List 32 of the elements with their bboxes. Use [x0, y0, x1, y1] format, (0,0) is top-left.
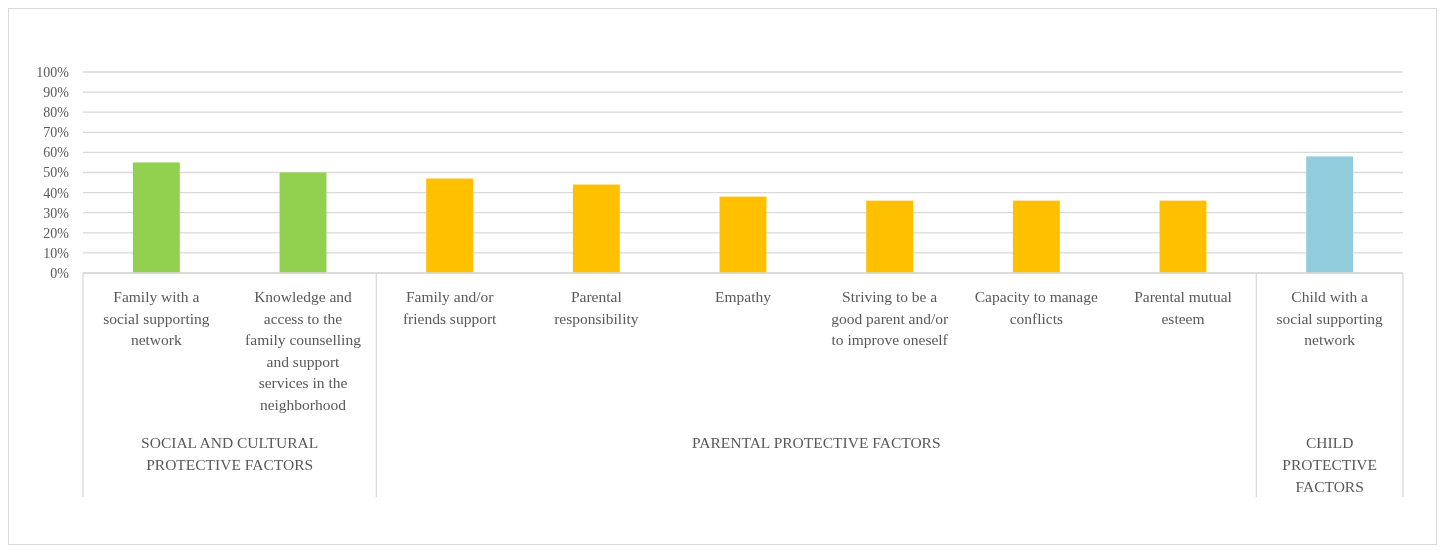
- text: PARENTAL PROTECTIVE FACTORS: [692, 434, 941, 451]
- x-tick-label: Striving to be a good parent and/or to improve oneself: [831, 288, 950, 348]
- bar: [866, 200, 914, 273]
- bar: [1012, 200, 1060, 273]
- bar: [572, 184, 620, 273]
- bar: [279, 172, 327, 273]
- text: CHILD PROTECTIVE FACTORS: [1282, 434, 1378, 495]
- bar: [426, 178, 474, 273]
- y-tick-label: 10%: [43, 245, 70, 261]
- x-tick-label: Child with a social supporting network: [1276, 288, 1384, 348]
- x-tick-label: Knowledge and access to the family counselling and support services in the neighborhood: [245, 288, 362, 413]
- y-tick-label: 20%: [43, 225, 70, 241]
- y-tick-label: 0%: [50, 265, 70, 281]
- bar: [132, 162, 180, 273]
- bar: [719, 196, 767, 273]
- y-tick-label: 30%: [43, 205, 70, 221]
- y-tick-label: 40%: [43, 185, 70, 201]
- x-tick-label: Capacity to manage conflicts: [974, 288, 1098, 327]
- x-tick-label: Family with a social supporting network: [103, 288, 210, 348]
- y-tick-label: 100%: [36, 64, 70, 80]
- bar: [1159, 200, 1207, 273]
- bar: [1306, 156, 1354, 273]
- x-tick-label: Parental mutual esteem: [1134, 288, 1232, 327]
- x-tick-label: Family and/or friends support: [402, 288, 498, 327]
- y-tick-label: 80%: [43, 105, 70, 121]
- text: SOCIAL AND CULTURAL PROTECTIVE FACTORS: [141, 434, 319, 473]
- y-tick-label: 60%: [43, 145, 70, 161]
- x-tick-label: Empathy: [715, 288, 772, 305]
- x-tick-label: Parental responsibility: [554, 288, 639, 327]
- y-tick-label: 50%: [43, 165, 70, 181]
- y-tick-label: 70%: [43, 125, 70, 141]
- y-tick-label: 90%: [43, 85, 70, 100]
